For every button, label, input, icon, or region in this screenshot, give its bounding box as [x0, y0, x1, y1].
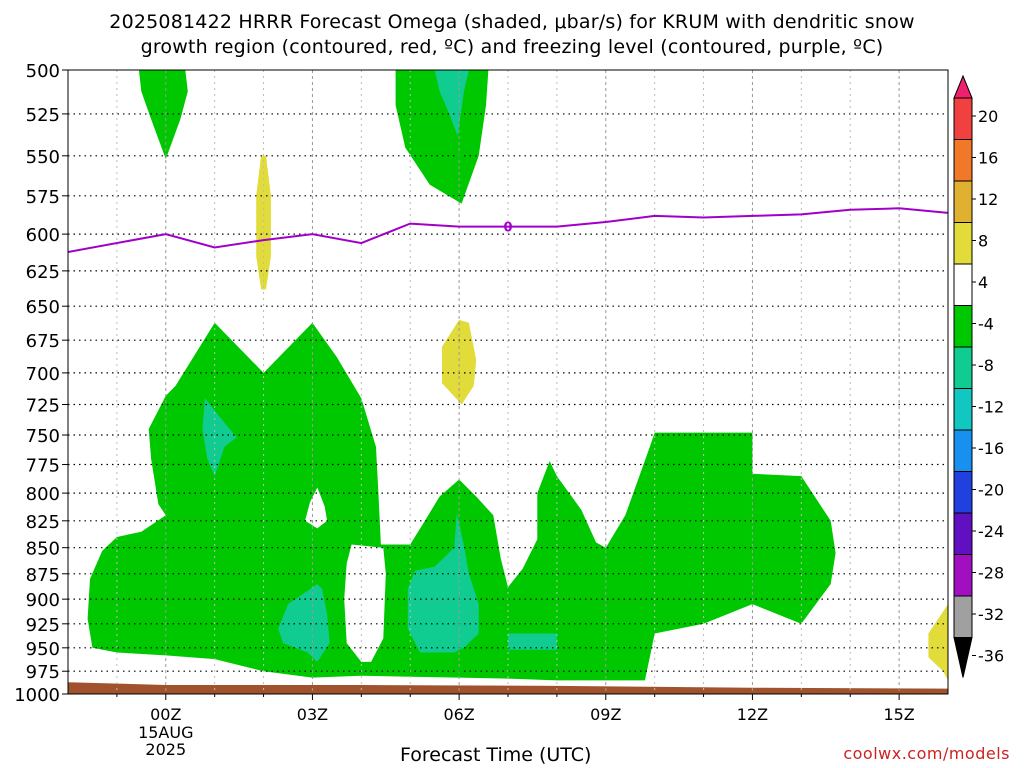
plot-area: 0	[68, 70, 948, 694]
colorbar-label-5: -4	[978, 315, 994, 334]
x-tick-label-00Z: 00Z	[150, 705, 181, 724]
colorbar-label-4: 4	[978, 273, 988, 292]
watermark: coolwx.com/models	[843, 744, 1010, 763]
y-tick-label-650: 650	[26, 297, 60, 318]
y-tick-label-950: 950	[26, 639, 60, 660]
x-tick-label-15Z: 15Z	[883, 705, 914, 724]
colorbar-segment-12	[953, 554, 973, 597]
colorbar-label-0: 20	[978, 107, 998, 126]
y-tick-label-750: 750	[26, 426, 60, 447]
omega-region-teal-0130z	[202, 398, 237, 477]
colorbar-segment-13	[953, 595, 973, 638]
colorbar-segment-10	[953, 471, 973, 514]
colorbar-segment-6	[953, 305, 973, 348]
y-tick-label-600: 600	[26, 225, 60, 246]
chart-title-line1: 2025081422 HRRR Forecast Omega (shaded, …	[109, 11, 915, 33]
colorbar-segment-9	[953, 429, 973, 472]
colorbar-segment-5	[953, 263, 973, 306]
colorbar-label-9: -20	[978, 481, 1004, 500]
y-tick-label-1000: 1000	[14, 685, 60, 706]
y-tick-label-775: 775	[26, 456, 60, 477]
colorbar-segment-11	[953, 512, 973, 555]
colorbar-label-10: -24	[978, 522, 1004, 541]
chart-title: 2025081422 HRRR Forecast Omega (shaded, …	[0, 10, 1024, 60]
y-tick-label-850: 850	[26, 539, 60, 560]
colorbar-segment-2	[953, 139, 973, 182]
y-tick-label-500: 500	[26, 61, 60, 82]
y-tick-label-625: 625	[26, 262, 60, 283]
y-tick-label-725: 725	[26, 395, 60, 416]
y-tick-label-925: 925	[26, 615, 60, 636]
omega-region-yellow-lower-right	[928, 604, 948, 681]
colorbar-segment-1	[953, 97, 973, 140]
x-tick-label-06Z: 06Z	[443, 705, 474, 724]
colorbar-label-2: 12	[978, 190, 998, 209]
omega-region-green-main	[87, 322, 836, 681]
colorbar-top-arrow	[953, 74, 973, 99]
y-tick-label-575: 575	[26, 187, 60, 208]
y-tick-label-525: 525	[26, 105, 60, 126]
x-tick-label-12Z: 12Z	[737, 705, 768, 724]
colorbar-label-6: -8	[978, 356, 994, 375]
omega-region-white-hole-04z	[344, 544, 386, 662]
omega-region-green-upper-left	[138, 70, 188, 160]
x-tick-label-09Z: 09Z	[590, 705, 621, 724]
y-tick-label-900: 900	[26, 590, 60, 611]
omega-region-teal-upper-mid	[434, 70, 469, 136]
colorbar: 20 16 12 8 4 -4 -8 -12 -16 -20 -24 -28 -32 -36	[953, 74, 1004, 678]
y-tick-label-675: 675	[26, 331, 60, 352]
freezing-level-line	[68, 207, 948, 253]
colorbar-label-11: -28	[978, 564, 1004, 583]
colorbar-segment-4	[953, 222, 973, 265]
y-tick-label-550: 550	[26, 147, 60, 168]
chart-title-line2: growth region (contoured, red, ºC) and f…	[140, 36, 884, 58]
y-tick-label-975: 975	[26, 662, 60, 683]
colorbar-label-7: -12	[978, 398, 1004, 417]
colorbar-label-12: -32	[978, 605, 1004, 624]
colorbar-segment-8	[953, 388, 973, 431]
y-tick-label-700: 700	[26, 364, 60, 385]
freezing-level-label: 0	[503, 221, 512, 236]
x-tick-sublabel-1: 2025	[145, 740, 186, 759]
omega-region-teal-0830z	[508, 633, 557, 650]
colorbar-label-8: -16	[978, 439, 1004, 458]
omega-region-green-upper-mid	[395, 70, 489, 204]
colorbar-label-1: 16	[978, 149, 998, 168]
y-tick-label-800: 800	[26, 484, 60, 505]
y-tick-label-875: 875	[26, 565, 60, 586]
x-tick-label-03Z: 03Z	[297, 705, 328, 724]
omega-region-white-hole-03z	[305, 487, 328, 529]
omega-region-yellow-blob-06z	[442, 319, 477, 405]
colorbar-label-3: 8	[978, 232, 988, 251]
colorbar-segment-3	[953, 180, 973, 223]
colorbar-bottom-arrow	[953, 637, 973, 678]
y-tick-label-825: 825	[26, 512, 60, 533]
colorbar-segment-7	[953, 346, 973, 389]
colorbar-label-13: -36	[978, 647, 1004, 666]
x-axis-label: Forecast Time (UTC)	[400, 744, 592, 766]
x-tick-sublabel-0: 15AUG	[138, 723, 193, 742]
omega-region-yellow-strip-02z	[256, 155, 271, 290]
omega-region-teal-03z	[278, 584, 330, 662]
omega-region-teal-06z	[407, 513, 479, 653]
